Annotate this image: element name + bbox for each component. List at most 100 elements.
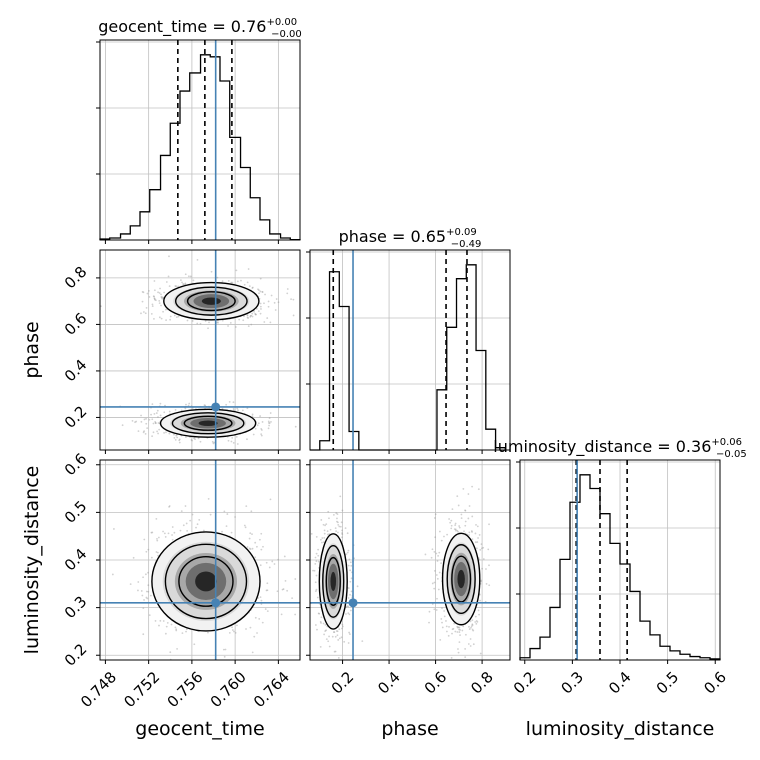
sample-point [167,532,170,535]
scatter-panel-geocent_time-luminosity_distance [96,459,301,664]
sample-point [203,404,206,406]
sample-point [177,315,180,318]
sample-point [260,434,263,437]
sample-point [441,626,444,629]
sample-point [199,322,202,325]
sample-point [231,629,234,631]
sample-point [249,532,252,535]
sample-point [454,529,457,532]
sample-point [443,610,446,612]
sample-point [345,553,348,556]
hist-panel-luminosity_distance [516,459,721,664]
sample-point [440,562,442,565]
sample-point [184,273,187,276]
sample-point [162,530,164,533]
density-level [201,297,221,305]
sample-point [231,626,233,629]
sample-point [148,418,151,421]
title-minus: −0.49 [451,239,482,250]
sample-point [320,622,322,624]
sample-point [335,530,338,533]
sample-point [210,270,213,273]
sample-point [249,548,252,551]
sample-point [235,435,238,438]
sample-point [254,313,257,316]
sample-point [347,597,350,599]
sample-point [266,317,269,319]
sample-point [175,316,178,318]
sample-point [253,310,255,313]
density-contour [441,532,481,626]
sample-point [334,650,337,653]
sample-point [248,537,251,540]
sample-point [142,431,145,434]
sample-point [173,437,176,439]
sample-point [251,533,253,536]
sample-point [131,420,134,422]
sample-point [467,493,470,495]
sample-point [314,581,317,584]
sample-point [158,428,161,431]
sample-point [269,498,272,501]
sample-point [450,656,453,659]
sample-point [141,300,144,303]
sample-point [472,629,475,632]
sample-point [259,305,262,308]
sample-point [185,522,188,525]
sample-point [199,440,202,443]
sample-point [435,574,438,576]
sample-point [150,413,152,416]
sample-point [186,319,189,322]
sample-point [282,588,285,590]
sample-point [248,285,251,288]
sample-point [142,607,145,610]
sample-point [480,543,483,545]
panels [96,39,721,664]
sample-point [323,529,326,532]
sample-point [251,651,254,654]
sample-point [250,314,253,317]
tick-label-y: 0.6 [61,450,91,480]
sample-point [190,438,193,441]
sample-point [162,310,164,313]
sample-point [196,258,199,261]
sample-point [320,616,323,619]
sample-point [140,312,142,315]
sample-point [175,629,178,632]
sample-point [433,569,436,572]
sample-point [171,538,174,541]
plot-text: geocent_time = 0.76+0.00 −0.00 phase = 0.6… [21,17,747,740]
sample-point [245,505,248,507]
sample-point [337,531,339,534]
sample-point [196,322,199,325]
sample-point [236,280,239,283]
sample-point [339,525,342,528]
sample-point [349,569,352,572]
density-contour [163,281,260,321]
density-contour [164,543,248,620]
sample-point [153,289,156,292]
density-contour [322,545,345,618]
sample-point [144,573,147,576]
sample-point [231,436,234,439]
sample-point [191,513,194,516]
sample-point [155,517,158,520]
sample-point [349,580,352,583]
sample-point [440,539,443,542]
sample-point [462,488,465,490]
title-value: luminosity_distance = 0.36 [493,437,711,457]
sample-point [142,633,145,636]
histogram-step [99,54,301,241]
sample-point [151,403,154,406]
sample-point [141,290,144,293]
sample-point [182,283,185,286]
sample-point [150,312,153,315]
sample-point [230,531,233,534]
sample-point [251,287,254,289]
sample-point [188,402,191,405]
sample-point [447,634,450,637]
sample-point [207,497,210,500]
title-value: phase = 0.65 [339,227,446,246]
sample-point [212,442,215,445]
sample-point [266,589,269,592]
